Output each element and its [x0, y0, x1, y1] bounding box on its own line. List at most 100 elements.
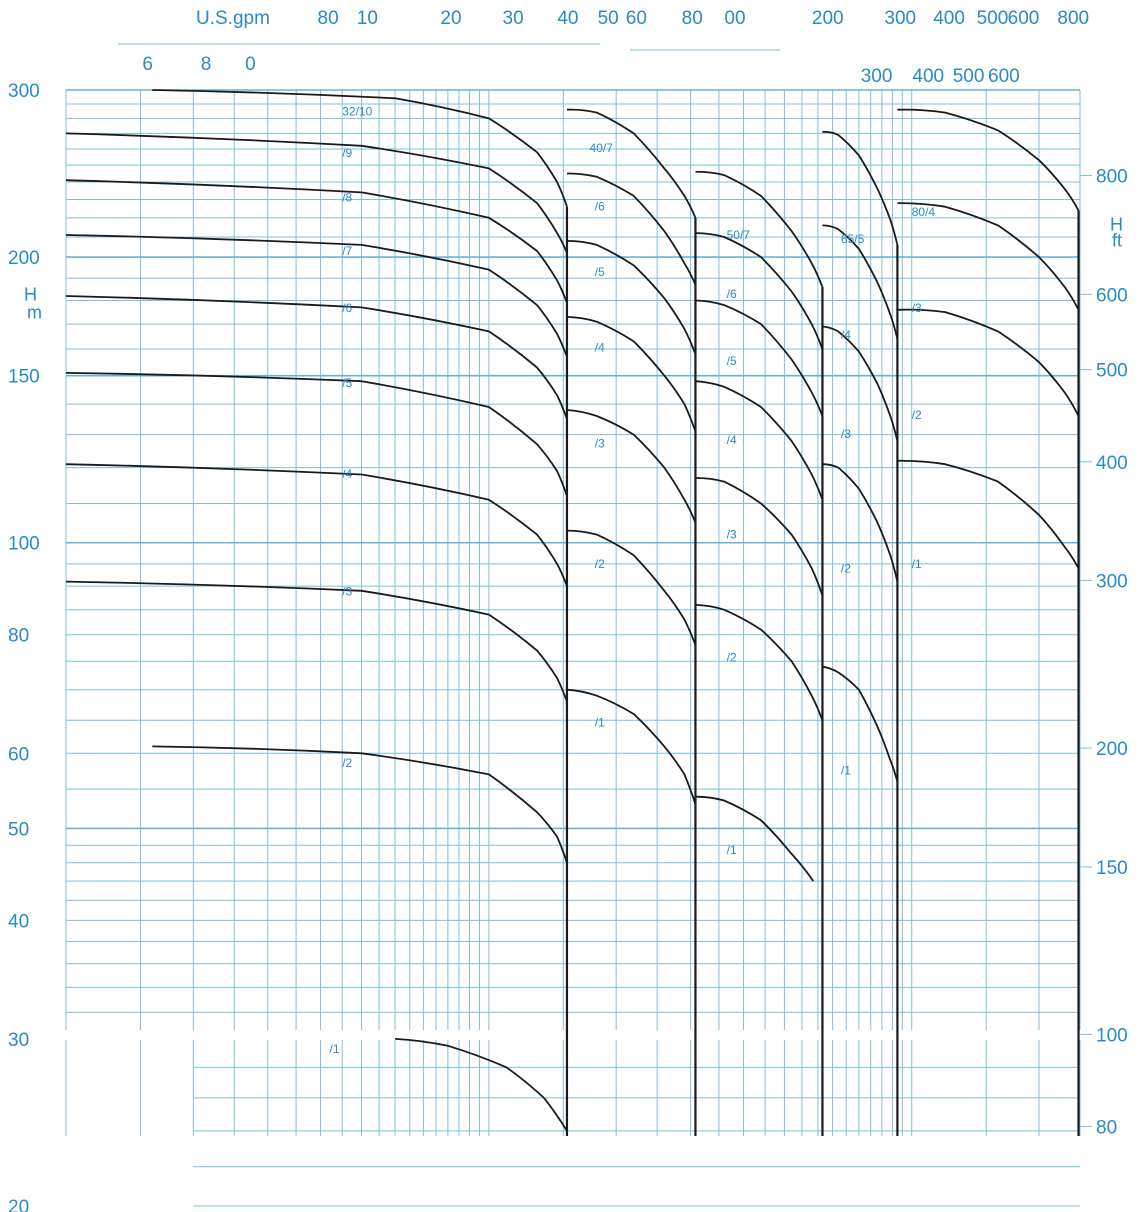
pump-curve--4 [65, 463, 568, 587]
curves [65, 89, 1080, 1132]
curve-label: /6 [342, 301, 352, 315]
pump-curve--1 [566, 688, 697, 805]
pump-curve--4 [566, 316, 697, 432]
x-second-tick-label: 6 [142, 54, 153, 75]
curve-label: /2 [595, 557, 605, 571]
curve-label: /4 [727, 433, 737, 447]
y-left-tick-label: 30 [8, 1030, 29, 1051]
pump-curve-65-5 [822, 130, 899, 246]
curve-label: /8 [342, 190, 352, 204]
y-right-tick-label: 600 [1096, 285, 1128, 306]
y-left-tick-label: 50 [8, 819, 29, 840]
y-left-axis-label: H [24, 285, 37, 305]
x-top-tick-label: 200 [812, 8, 844, 29]
pump-curve--3 [566, 409, 697, 523]
curve-label: /9 [342, 146, 352, 160]
x-top-tick-label: 20 [440, 8, 461, 29]
x-second-tick-label: 400 [912, 66, 944, 87]
pump-curve--8 [65, 179, 568, 304]
curve-label: /1 [912, 557, 922, 571]
pump-curve--2 [695, 604, 824, 721]
curve-label: /2 [342, 756, 352, 770]
curve-label: /2 [727, 650, 737, 664]
curve-label: /3 [595, 437, 605, 451]
curve-label: /3 [727, 528, 737, 542]
pump-curve--1 [395, 1038, 568, 1132]
pump-curve--5 [695, 299, 824, 417]
pump-curve--2 [897, 308, 1080, 417]
curve-label: /6 [595, 199, 605, 213]
curve-label: /5 [727, 354, 737, 368]
x-top-tick-label: 600 [1008, 8, 1040, 29]
y-left-tick-label: 20 [8, 1197, 29, 1212]
pump-curve--5 [65, 372, 568, 497]
curve-label: /2 [841, 562, 851, 576]
curve-label: 32/10 [342, 104, 372, 118]
curve-label: /1 [595, 716, 605, 730]
y-left-tick-label: 60 [8, 744, 29, 765]
pump-curve-40-7 [566, 108, 697, 219]
y-left-tick-label: 80 [8, 626, 29, 647]
y-left-tick-label: 40 [8, 911, 29, 932]
pump-curve--3 [897, 202, 1080, 311]
grid [65, 89, 1081, 1207]
curve-label: 65/5 [841, 232, 865, 246]
curve-label: /2 [912, 408, 922, 422]
y-left-tick-label: 100 [8, 534, 40, 555]
x-top-tick-label: 50 [598, 8, 619, 29]
y-right-tick-label: 800 [1096, 167, 1128, 188]
x-second-tick-label: 8 [201, 54, 212, 75]
y-right-tick-label: 500 [1096, 361, 1128, 382]
x-second-tick-label: 300 [861, 66, 893, 87]
x-top-tick-label: 00 [724, 8, 745, 29]
curve-label: 40/7 [590, 141, 614, 155]
y-left-tick-label: 150 [8, 367, 40, 388]
pump-curve--9 [65, 132, 568, 254]
x-top-tick-label: 30 [503, 8, 524, 29]
pump-curve--3 [695, 477, 824, 596]
x-top-tick-label: 40 [557, 8, 578, 29]
curve-label: /3 [912, 301, 922, 315]
curve-family-dividers [565, 206, 1080, 1136]
curve-label: /7 [342, 244, 352, 258]
x-second-tick-label: 0 [245, 54, 256, 75]
y-right-tick-label: 400 [1096, 453, 1128, 474]
pump-curve--6 [65, 295, 568, 420]
pump-curve--3 [65, 580, 568, 703]
pump-curve-80-4 [897, 108, 1080, 211]
y-right-axis-unit: ft [1112, 231, 1122, 251]
curve-label: /1 [330, 1042, 340, 1056]
x-top-tick-label: 400 [933, 8, 965, 29]
curve-label: /4 [342, 467, 352, 481]
pump-curve--4 [695, 380, 824, 501]
x-top-tick-label: 80 [318, 8, 339, 29]
curve-label: 80/4 [912, 205, 936, 219]
pump-curve--1 [822, 665, 899, 782]
pump-curve--6 [566, 172, 697, 286]
x-top-tick-label: 80 [682, 8, 703, 29]
x-top-tick-label: 10 [357, 8, 378, 29]
x-top-tick-label: 800 [1057, 8, 1089, 29]
pump-curve-50-7 [695, 170, 824, 288]
pump-curve--5 [566, 240, 697, 355]
pump-curve--7 [65, 234, 568, 358]
x-top-tick-label: 300 [884, 8, 916, 29]
x-top-tick-label: 60 [626, 8, 647, 29]
y-right-tick-label: 300 [1096, 572, 1128, 593]
curve-label: 50/7 [727, 228, 751, 242]
curve-label: /4 [841, 328, 851, 342]
curve-label: /1 [727, 843, 737, 857]
pump-curve--2 [566, 529, 697, 646]
y-right-axis-label: H [1110, 215, 1123, 235]
pump-curve--6 [695, 232, 824, 350]
y-right-tick-label: 100 [1096, 1025, 1128, 1046]
y-left-axis-unit: m [27, 303, 42, 323]
pump-curve--1 [897, 459, 1080, 569]
curve-label: /3 [841, 427, 851, 441]
y-right-tick-label: 80 [1096, 1118, 1117, 1139]
curve-label: /3 [342, 584, 352, 598]
pump-curve--1 [695, 795, 815, 882]
pump-curve--2 [152, 745, 568, 864]
curve-label: /5 [595, 265, 605, 279]
pump-curve--2 [822, 463, 899, 582]
